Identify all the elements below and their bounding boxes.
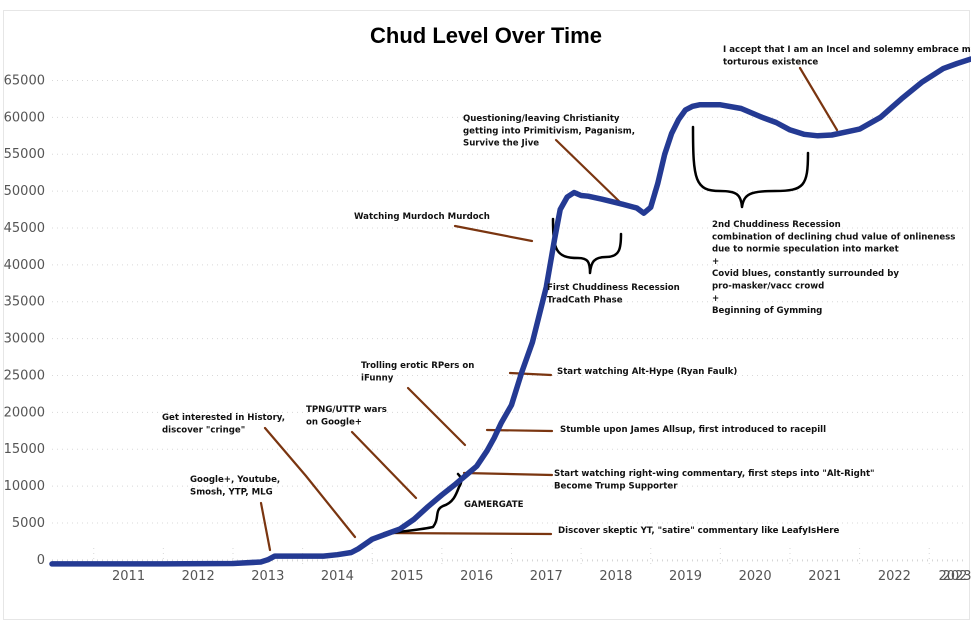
leader-line bbox=[406, 386, 467, 447]
leader-line bbox=[453, 224, 534, 243]
chart-frame bbox=[3, 10, 970, 620]
annotation-labels: I accept that I am an Incel and solemny … bbox=[162, 45, 971, 536]
annotation-leaders bbox=[259, 66, 839, 552]
annotation-text: getting into Primitivism, Paganism, bbox=[463, 126, 635, 136]
series-layer bbox=[49, 56, 971, 567]
annotation-text: torturous existence bbox=[723, 57, 818, 67]
annotation-text: iFunny bbox=[361, 373, 394, 383]
annotation-text: + bbox=[712, 257, 719, 267]
annotation-text: Google+, Youtube, bbox=[190, 475, 280, 485]
x-tick-label: 2012 bbox=[182, 569, 215, 584]
y-axis-ticks: 0 5000 10000 15000 20000 25000 30000 35000 40000… bbox=[4, 73, 45, 567]
y-tick-label: 40000 bbox=[4, 258, 45, 273]
y-tick-label: 55000 bbox=[4, 147, 45, 162]
annotation-text: Start watching Alt-Hype (Ryan Faulk) bbox=[557, 367, 737, 377]
x-tick-label: 2016 bbox=[460, 569, 493, 584]
x-tick-label: 202 bbox=[943, 569, 968, 584]
y-tick-label: 65000 bbox=[4, 73, 45, 88]
annotation-text: Discover skeptic YT, "satire" commentary… bbox=[558, 526, 839, 536]
annotation-text: TPNG/UTTP wars bbox=[306, 405, 387, 415]
annotation-text: Start watching right-wing commentary, fi… bbox=[554, 469, 875, 479]
leader-line bbox=[554, 138, 625, 207]
annotation-text: Smosh, YTP, MLG bbox=[190, 487, 273, 497]
y-tick-label: 30000 bbox=[4, 332, 45, 347]
y-tick-label: 20000 bbox=[4, 405, 45, 420]
chart-title: Chud Level Over Time bbox=[370, 23, 602, 48]
y-tick-label: 50000 bbox=[4, 184, 45, 199]
annotation-text: due to normie speculation into market bbox=[712, 245, 899, 255]
gridlines bbox=[52, 79, 965, 565]
y-tick-label: 5000 bbox=[12, 516, 45, 531]
x-tick-label: 2018 bbox=[599, 569, 632, 584]
x-tick-label: 2015 bbox=[390, 569, 423, 584]
leader-line bbox=[462, 471, 554, 477]
x-tick-label: 2021 bbox=[808, 569, 841, 584]
leader-line bbox=[798, 66, 839, 132]
x-tick-label: 2023 bbox=[938, 569, 971, 584]
x-axis-ticks: 2011 2012 2013 2014 2015 2016 2017 2018 2019 2020… bbox=[112, 569, 971, 584]
annotation-text: Covid blues, constantly surrounded by bbox=[712, 269, 899, 279]
leader-line bbox=[382, 531, 553, 536]
annotation-text: Questioning/leaving Christianity bbox=[463, 114, 620, 124]
annotation-text: I accept that I am an Incel and solemny … bbox=[723, 45, 971, 55]
series-line bbox=[49, 56, 971, 567]
x-tick-label: 2019 bbox=[669, 569, 702, 584]
y-tick-label: 25000 bbox=[4, 368, 45, 383]
annotation-text: on Google+ bbox=[306, 417, 362, 427]
annotation-brace bbox=[385, 472, 463, 536]
annotation-text: Become Trump Supporter bbox=[554, 481, 678, 491]
leader-line bbox=[508, 371, 553, 377]
y-tick-label: 45000 bbox=[4, 221, 45, 236]
annotation-text: Beginning of Gymming bbox=[712, 306, 822, 316]
leader-line bbox=[350, 430, 418, 500]
x-tick-label: 2020 bbox=[739, 569, 772, 584]
annotation-text: First Chuddiness Recession bbox=[547, 283, 680, 293]
y-tick-label: 0 bbox=[37, 553, 45, 568]
annotation-text: Get interested in History, bbox=[162, 413, 285, 423]
annotation-text: TradCath Phase bbox=[547, 295, 623, 305]
y-tick-label: 60000 bbox=[4, 110, 45, 125]
annotation-text: Survive the Jive bbox=[463, 139, 539, 149]
annotation-brace bbox=[551, 217, 623, 275]
annotation-text: combination of declining chud value of o… bbox=[712, 232, 955, 242]
x-tick-label: 2013 bbox=[251, 569, 284, 584]
annotation-text: Watching Murdoch Murdoch bbox=[354, 212, 490, 222]
annotation-text: Stumble upon James Allsup, first introdu… bbox=[560, 425, 826, 435]
x-tick-label: 2014 bbox=[321, 569, 354, 584]
annotation-text: pro-masker/vacc crowd bbox=[712, 282, 824, 292]
x-tick-label: 2022 bbox=[878, 569, 911, 584]
x-tick-label: 2011 bbox=[112, 569, 145, 584]
annotation-text: + bbox=[712, 294, 719, 304]
y-tick-label: 15000 bbox=[4, 442, 45, 457]
leader-line bbox=[263, 426, 357, 539]
x-tick-label: 2017 bbox=[530, 569, 563, 584]
leader-line bbox=[259, 501, 272, 552]
annotation-brace bbox=[691, 125, 810, 209]
annotation-text: discover "cringe" bbox=[162, 425, 245, 435]
y-tick-label: 10000 bbox=[4, 479, 45, 494]
y-tick-label: 35000 bbox=[4, 295, 45, 310]
annotation-text: GAMERGATE bbox=[464, 500, 524, 510]
annotation-text: 2nd Chuddiness Recession bbox=[712, 220, 841, 230]
annotation-text: Trolling erotic RPers on bbox=[361, 361, 474, 371]
